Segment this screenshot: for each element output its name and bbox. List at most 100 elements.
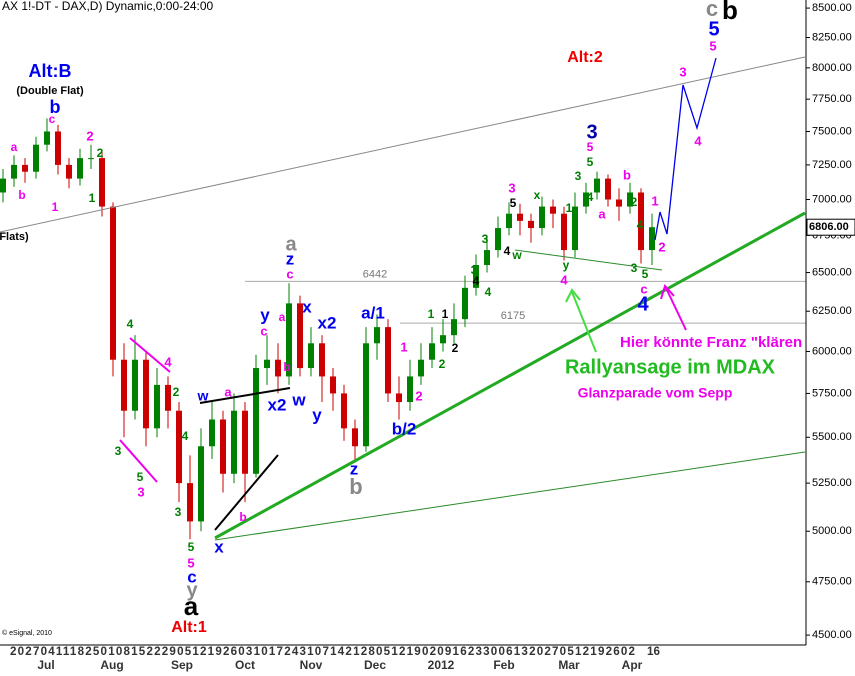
day-labels: 2027041118250108152229051219260310172431… <box>10 645 635 658</box>
candle-body <box>528 220 534 229</box>
wave-label: a <box>224 384 232 399</box>
channel-line <box>0 56 806 233</box>
candle-body <box>517 213 523 221</box>
candle-body <box>352 428 358 447</box>
wave-label: b <box>623 167 631 182</box>
wave-label: 3 <box>679 64 686 79</box>
y-tick-label: 4500.00 <box>812 629 852 641</box>
month-label: Apr <box>622 658 643 672</box>
wave-label: b <box>239 510 246 524</box>
wave-label: 3 <box>175 505 182 519</box>
y-tick-label: 6250.00 <box>812 305 852 317</box>
wave-label: 3 <box>586 121 597 143</box>
wave-label: Alt:B <box>29 61 72 81</box>
trend-line <box>199 387 291 404</box>
wave-label: y <box>260 305 270 324</box>
candle-body <box>44 131 50 145</box>
wave-label: a <box>11 140 18 154</box>
wave-label: (Double Flat) <box>16 85 84 97</box>
trend-line <box>129 337 171 373</box>
wave-label: z <box>350 459 359 478</box>
candle-body <box>341 393 347 429</box>
wave-label: 1 <box>566 201 573 215</box>
price-axis-panel <box>806 0 855 676</box>
wave-label: 4 <box>587 190 594 204</box>
wave-label: c <box>640 281 647 296</box>
wave-label: w <box>197 388 209 404</box>
candle-body <box>539 206 545 229</box>
wave-label: b <box>50 97 61 117</box>
month-label: Nov <box>300 658 323 672</box>
wave-label: b <box>349 474 362 499</box>
wave-label: w <box>511 248 522 262</box>
wave-label: 3 <box>137 484 144 499</box>
wave-label: 1 <box>651 193 658 208</box>
reference-label: 6442 <box>363 268 387 280</box>
y-tick-label: 4750.00 <box>812 576 852 588</box>
wave-label: 5 <box>137 470 144 484</box>
candle-body <box>253 368 259 474</box>
month-label: Dec <box>364 658 386 672</box>
channel-line <box>214 451 806 541</box>
wave-label: 4 <box>560 272 568 287</box>
wave-label: 4 <box>182 429 189 443</box>
wave-label: 3 <box>482 232 489 246</box>
candle-body <box>396 393 402 403</box>
wave-label: Hier könnte Franz "klären <box>620 334 802 351</box>
wave-label: x <box>302 297 312 316</box>
candle-body <box>572 206 578 251</box>
y-tick-label: 8500.00 <box>812 2 852 14</box>
wave-label: c <box>49 112 56 126</box>
wave-label: 2 <box>97 146 104 160</box>
wave-label: 5 <box>587 155 594 169</box>
arrow-head <box>565 288 581 303</box>
wave-label: 4 <box>504 244 511 258</box>
candle-body <box>594 178 600 193</box>
wave-label: c <box>187 567 196 586</box>
y-tick-label: 6000.00 <box>812 345 852 357</box>
candle-body <box>55 131 61 165</box>
wave-label: 5 <box>587 140 594 154</box>
candle-body <box>77 158 83 179</box>
y-tick-label: 7000.00 <box>812 193 852 205</box>
wave-label: 2 <box>86 128 93 143</box>
wave-label: y <box>563 258 570 272</box>
y-tick-label: 8000.00 <box>812 62 852 74</box>
candle-body <box>506 213 512 229</box>
wave-label: 4 <box>473 274 480 288</box>
last-price-label: 6806.00 <box>809 221 849 233</box>
projection-path <box>654 57 717 241</box>
candle-body <box>0 178 6 193</box>
arrow <box>665 287 687 331</box>
wave-label: 4 <box>485 285 492 299</box>
wave-label: x2 <box>268 395 287 414</box>
wave-label: 4 <box>637 218 644 232</box>
wave-label: 4 <box>127 317 134 331</box>
candle-body <box>99 158 105 207</box>
wave-label: 1 <box>89 191 96 205</box>
wave-label: x <box>534 188 541 202</box>
candle-body <box>451 319 457 336</box>
y-tick-label: 7250.00 <box>812 159 852 171</box>
candle-body <box>297 303 303 369</box>
month-label: Feb <box>493 658 514 672</box>
trend-line <box>214 211 806 540</box>
candle-body <box>550 206 556 214</box>
candle-body <box>286 303 292 377</box>
candle-body <box>275 359 281 377</box>
wave-label: 2 <box>439 357 446 371</box>
chart-title: AX 1!-DT - DAX,D) Dynamic,0:00-24:00 <box>2 0 214 13</box>
wave-label: y <box>186 579 198 601</box>
wave-label: x <box>214 537 224 556</box>
wave-label: 5 <box>642 267 649 281</box>
candle-body <box>242 410 248 474</box>
y-tick-label: 7750.00 <box>812 93 852 105</box>
candle-body <box>231 410 237 474</box>
wave-label: b <box>283 360 290 374</box>
last-price-box <box>806 218 855 236</box>
wave-label: 3 <box>471 263 478 277</box>
candle-body <box>308 343 314 369</box>
wave-label: z <box>286 249 295 268</box>
